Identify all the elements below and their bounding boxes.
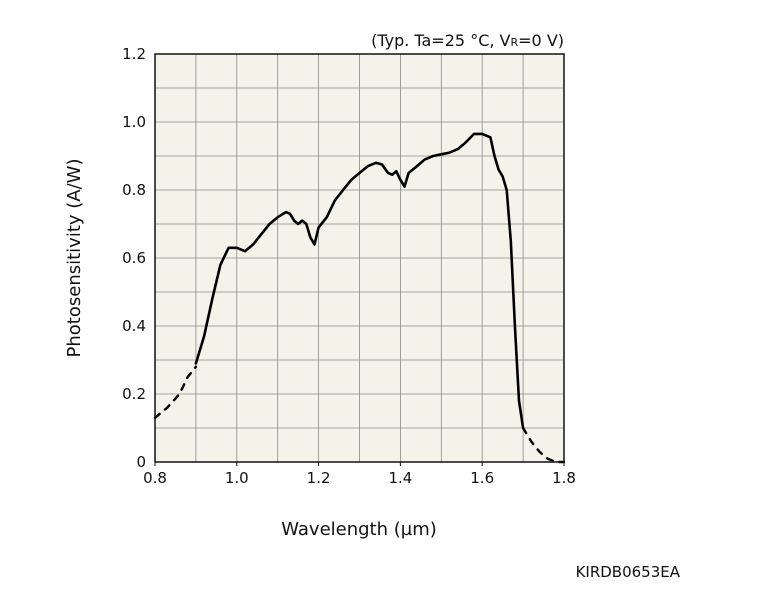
y-tick-label: 0.4	[122, 317, 146, 335]
y-axis-title: Photosensitivity (A/W)	[64, 159, 85, 358]
grid	[155, 54, 564, 462]
figure-code: KIRDB0653EA	[576, 563, 681, 581]
spectral-response-curve	[153, 132, 566, 464]
y-tick-label: 1.2	[122, 45, 146, 63]
x-axis-title: Wavelength (µm)	[281, 519, 437, 540]
y-tick-label: 0.8	[122, 181, 146, 199]
y-tick-label: 1.0	[122, 113, 146, 131]
x-tick-labels: 0.8 1.0 1.2 1.4 1.6 1.8	[143, 462, 576, 487]
x-tick-label: 1.8	[552, 469, 576, 487]
x-tick-label: 0.8	[143, 469, 167, 487]
extrapolated-curve-segment	[521, 426, 566, 464]
x-tick-label: 1.2	[307, 469, 331, 487]
y-tick-label: 0.2	[122, 385, 146, 403]
measurement-conditions: (Typ. Ta=25 °C, VR=0 V)	[371, 31, 564, 50]
y-tick-label: 0	[136, 453, 146, 471]
plot-frame	[154, 53, 565, 463]
x-tick-label: 1.4	[388, 469, 412, 487]
measured-curve-segment	[194, 132, 525, 430]
y-tick-labels: 0 0.2 0.4 0.6 0.8 1.0 1.2	[122, 45, 146, 471]
y-tick-label: 0.6	[122, 249, 146, 267]
x-tick-label: 1.0	[225, 469, 249, 487]
x-tick-label: 1.6	[470, 469, 494, 487]
extrapolated-curve-segment	[153, 365, 198, 419]
